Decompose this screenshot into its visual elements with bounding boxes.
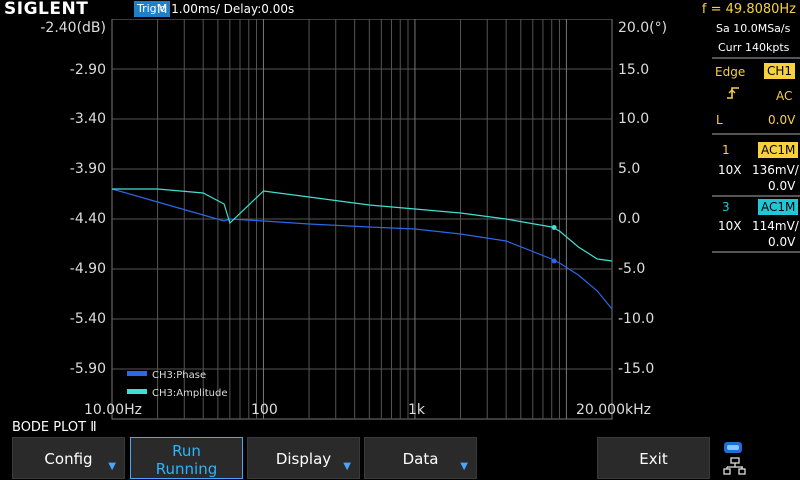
trigger-source-badge[interactable]: CH1 [764,63,796,79]
left-axis-tick: -2.40(dB) [40,20,106,36]
legend-swatch [127,389,147,394]
trigger-status-badge: Trig'd [134,1,170,17]
trigger-coupling: AC [776,89,793,103]
divider [712,133,800,135]
brand-logo: SIGLENT [4,0,89,19]
right-axis-tick: -15.0 [618,361,655,377]
frequency-readout: f = 49.8080Hz [701,2,796,17]
run-button[interactable]: Run Running [130,437,243,479]
side-info-panel: Sa 10.0MSa/s Curr 140kpts Edge CH1 AC L … [712,19,800,421]
x-axis-tick: 100 [251,402,278,418]
bode-plot-canvas: CH3:Phase CH3:Amplitude [111,19,613,420]
trigger-level-value: 0.0V [768,113,796,127]
left-axis-tick: -2.90 [69,62,106,78]
ch1-coupling-badge[interactable]: AC1M [758,142,799,158]
plot-grid [111,19,613,420]
mode-label: BODE PLOT Ⅱ [12,420,97,435]
plot-legend: CH3:Phase CH3:Amplitude [127,370,227,399]
chevron-down-icon: ▼ [343,461,351,472]
ch3-number: 3 [722,200,730,214]
right-axis-tick: 15.0 [618,62,650,78]
right-axis-tick: 5.0 [618,161,641,177]
left-axis-tick: -3.40 [69,111,106,127]
ch1-offset: 0.0V [768,179,796,193]
network-icon [723,442,746,475]
right-axis-tick: -5.0 [618,261,646,277]
left-axis-tick: -4.40 [69,211,106,227]
exit-button-label: Exit [639,450,668,468]
run-button-label: Run [172,442,201,460]
ch1-probe: 10X [718,163,742,177]
amplitude-marker-point [551,225,557,230]
sample-rate: Sa 10.0MSa/s [716,22,791,35]
ch1-number: 1 [722,143,730,157]
x-axis-tick: 20.000kHz [576,402,651,418]
right-axis-tick: 20.0(°) [618,20,668,36]
left-axis-tick: -4.90 [69,261,106,277]
legend-swatch [127,371,147,376]
display-button-label: Display [275,450,332,468]
left-axis-tick: -5.40 [69,311,106,327]
config-button[interactable]: Config ▼ [12,437,125,479]
left-axis-tick: -5.90 [69,361,106,377]
right-axis-tick: -10.0 [618,311,655,327]
exit-button[interactable]: Exit [597,437,710,479]
run-status-label: Running [155,460,218,478]
bode-plot-area[interactable]: CH3:Phase CH3:Amplitude -2.40(dB) -2.90 -… [0,19,712,421]
x-axis-tick: 10.00Hz [84,402,142,418]
top-status-bar: SIGLENT Trig'd M 1.00ms/ Delay:0.00s f =… [0,0,800,19]
memory-depth: Curr 140kpts [718,41,790,54]
rising-edge-icon [727,87,739,99]
data-button[interactable]: Data ▼ [364,437,477,479]
legend-label: CH3:Amplitude [152,388,227,399]
phase-series-line [111,188,613,310]
legend-label: CH3:Phase [152,370,206,381]
right-axis-tick: 10.0 [618,111,650,127]
chevron-down-icon: ▼ [108,461,116,472]
ch3-vdiv: 114mV/ [752,219,799,233]
ch3-offset: 0.0V [768,235,796,249]
data-button-label: Data [402,450,439,468]
ch1-vdiv: 136mV/ [752,163,799,177]
x-axis-tick: 1k [408,402,426,418]
divider [712,57,800,59]
trigger-level-label: L [716,113,723,127]
chevron-down-icon: ▼ [460,461,468,472]
ch3-probe: 10X [718,219,742,233]
left-axis-tick: -3.90 [69,161,106,177]
display-button[interactable]: Display ▼ [247,437,360,479]
plot-series [111,188,613,310]
config-button-label: Config [44,450,93,468]
trigger-type: Edge [715,65,746,79]
right-axis-tick: 0.0 [618,211,641,227]
phase-marker-point [551,258,557,264]
divider [712,195,800,197]
ch3-coupling-badge[interactable]: AC1M [758,199,799,215]
amplitude-series-line [112,188,613,262]
timebase-readout: M 1.00ms/ Delay:0.00s [157,2,295,16]
divider [712,251,800,253]
